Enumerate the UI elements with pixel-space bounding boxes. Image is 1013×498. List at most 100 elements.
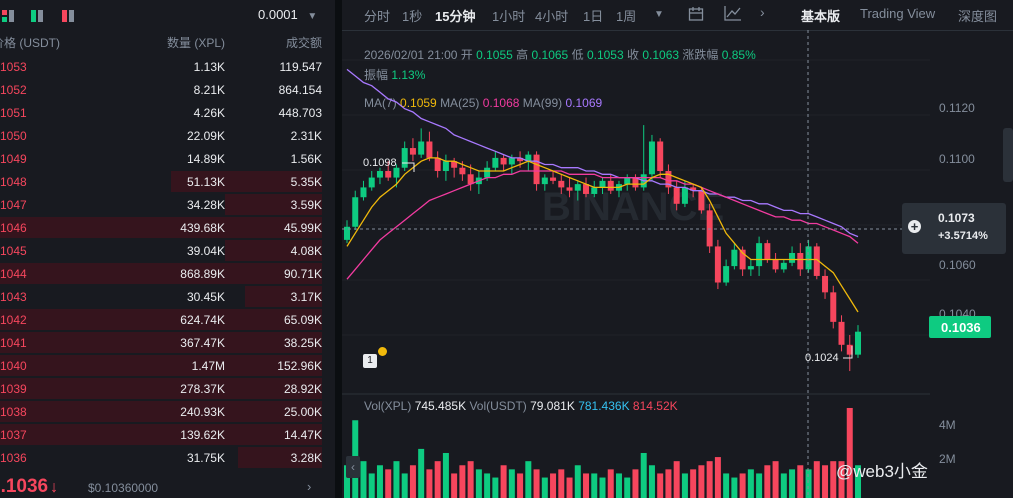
candle (500, 154, 507, 172)
volume-bar (681, 473, 688, 498)
ask-row[interactable]: 0.1051 4.26K 448.703 (0, 101, 335, 124)
candle-body (599, 180, 606, 188)
candle (566, 177, 573, 198)
ask-row[interactable]: 0.1041 367.47K 38.25K (0, 331, 335, 354)
volume-bar (442, 452, 449, 498)
tab-interval-time[interactable]: 分时 (364, 9, 391, 24)
view-basic[interactable]: 基本版 (801, 9, 841, 24)
ask-total: 4.08K (290, 244, 322, 258)
chevron-left-icon[interactable]: ‹ (346, 456, 360, 478)
chevron-right-icon[interactable]: › (760, 4, 765, 20)
candle-body (459, 167, 466, 175)
ask-qty: 624.74K (180, 313, 225, 327)
ma99-value: 0.1069 (565, 96, 603, 110)
ask-price: 0.1049 (0, 152, 27, 166)
precision-dropdown[interactable]: 0.0001 ▼ (258, 7, 317, 22)
ask-total: 5.35K (290, 175, 322, 189)
volume-bar (492, 477, 499, 498)
tab-interval-15m[interactable]: 15分钟 (435, 9, 476, 24)
volume-bar (805, 469, 812, 498)
ask-qty: 439.68K (180, 221, 225, 235)
volume-bar (409, 465, 416, 498)
volume-bar (344, 465, 350, 498)
candle-body (451, 161, 458, 168)
ask-row[interactable]: 0.1044 868.89K 90.71K (0, 262, 335, 285)
candle (830, 285, 837, 329)
ask-row[interactable]: 0.1052 8.21K 864.154 (0, 78, 335, 101)
candle-body (681, 187, 688, 204)
ma7-line (346, 157, 859, 313)
ask-qty: 31.75K (186, 451, 225, 465)
ask-price: 0.1051 (0, 106, 27, 120)
volume-tick: 2M (939, 452, 956, 466)
ask-total: 3.28K (290, 451, 322, 465)
ask-row[interactable]: 0.1045 39.04K 4.08K (0, 239, 335, 262)
ask-qty: 4.26K (193, 106, 225, 120)
ask-price: 0.1039 (0, 382, 27, 396)
candle (426, 131, 433, 162)
depth-bar (0, 332, 322, 353)
candle-body (352, 197, 359, 227)
candle (657, 138, 664, 178)
ask-row[interactable]: 0.1037 139.62K 14.47K (0, 423, 335, 446)
volume-bar (780, 473, 787, 498)
tab-interval-1d[interactable]: 1日 (583, 9, 604, 24)
ask-row[interactable]: 0.1039 278.37K 28.92K (0, 377, 335, 400)
indicator-icon[interactable] (724, 5, 742, 26)
orderbook-buy-icon[interactable] (31, 9, 43, 22)
volume-bar (517, 473, 524, 498)
tab-interval-4h[interactable]: 4小时 (535, 9, 569, 24)
ask-qty: 367.47K (180, 336, 225, 350)
tab-interval-1s[interactable]: 1秒 (402, 9, 423, 24)
candle (401, 141, 408, 172)
tab-interval-1h[interactable]: 1小时 (492, 9, 526, 24)
candle (739, 246, 746, 276)
volume-bar (566, 477, 573, 498)
view-depth[interactable]: 深度图 (958, 9, 998, 24)
candle (747, 259, 754, 276)
candle-body (467, 174, 474, 185)
candle-body (344, 226, 350, 240)
candlestick-chart[interactable]: BINANCE (342, 0, 1013, 498)
event-flag-icon[interactable]: 1 (363, 354, 377, 368)
view-tradingview[interactable]: Trading View (860, 6, 936, 21)
add-order-icon[interactable]: + (908, 220, 921, 233)
watermark-credit: @web3小金 (836, 462, 928, 481)
ask-row[interactable]: 0.1038 240.93K 25.00K (0, 400, 335, 423)
scroll-handle[interactable] (1003, 128, 1013, 182)
ask-row[interactable]: 0.1042 624.74K 65.09K (0, 308, 335, 331)
ask-row[interactable]: 0.1043 30.45K 3.17K (0, 285, 335, 308)
chevron-right-icon[interactable]: › (307, 479, 312, 494)
volume-bar (747, 469, 754, 498)
ask-price: 0.1038 (0, 405, 27, 419)
depth-bar (0, 401, 322, 422)
candle (368, 171, 375, 191)
ohlc-info: 2026/02/01 21:00 开 0.1055 高 0.1065 低 0.1… (364, 46, 756, 63)
volume-bar (541, 477, 548, 498)
ask-row[interactable]: 0.1053 1.13K 119.547 (0, 55, 335, 78)
candle (344, 220, 350, 244)
orderbook-both-icon[interactable] (2, 9, 14, 22)
ask-row[interactable]: 0.1049 14.89K 1.56K (0, 147, 335, 170)
tab-interval-1w[interactable]: 1周 (616, 9, 637, 24)
volume-bar (764, 465, 771, 498)
ask-row[interactable]: 0.1050 22.09K 2.31K (0, 124, 335, 147)
candle-body (698, 190, 705, 211)
ask-qty: 278.37K (180, 382, 225, 396)
volume-bar (583, 473, 590, 498)
orderbook-sell-icon[interactable] (62, 9, 74, 22)
ask-price: 0.1036 (0, 451, 27, 465)
candle (492, 151, 499, 172)
ask-total: 3.17K (290, 290, 322, 304)
ask-row[interactable]: 0.1036 31.75K 3.28K (0, 446, 335, 469)
depth-bar (0, 355, 322, 376)
ask-row[interactable]: 0.1046 439.68K 45.99K (0, 216, 335, 239)
calendar-icon[interactable] (688, 6, 704, 27)
ask-row[interactable]: 0.1048 51.13K 5.35K (0, 170, 335, 193)
candle (385, 161, 392, 181)
ask-row[interactable]: 0.1040 1.47M 152.96K (0, 354, 335, 377)
ask-price: 0.1043 (0, 290, 27, 304)
ask-row[interactable]: 0.1047 34.28K 3.59K (0, 193, 335, 216)
volume-bar (789, 469, 796, 498)
more-intervals-chevron-icon[interactable]: ▼ (654, 9, 664, 20)
